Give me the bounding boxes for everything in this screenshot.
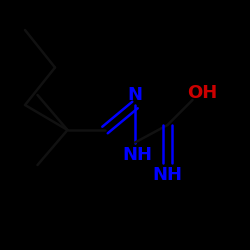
Text: N: N	[128, 86, 142, 104]
Text: NH: NH	[152, 166, 182, 184]
Text: OH: OH	[188, 84, 218, 102]
Text: NH: NH	[122, 146, 152, 164]
